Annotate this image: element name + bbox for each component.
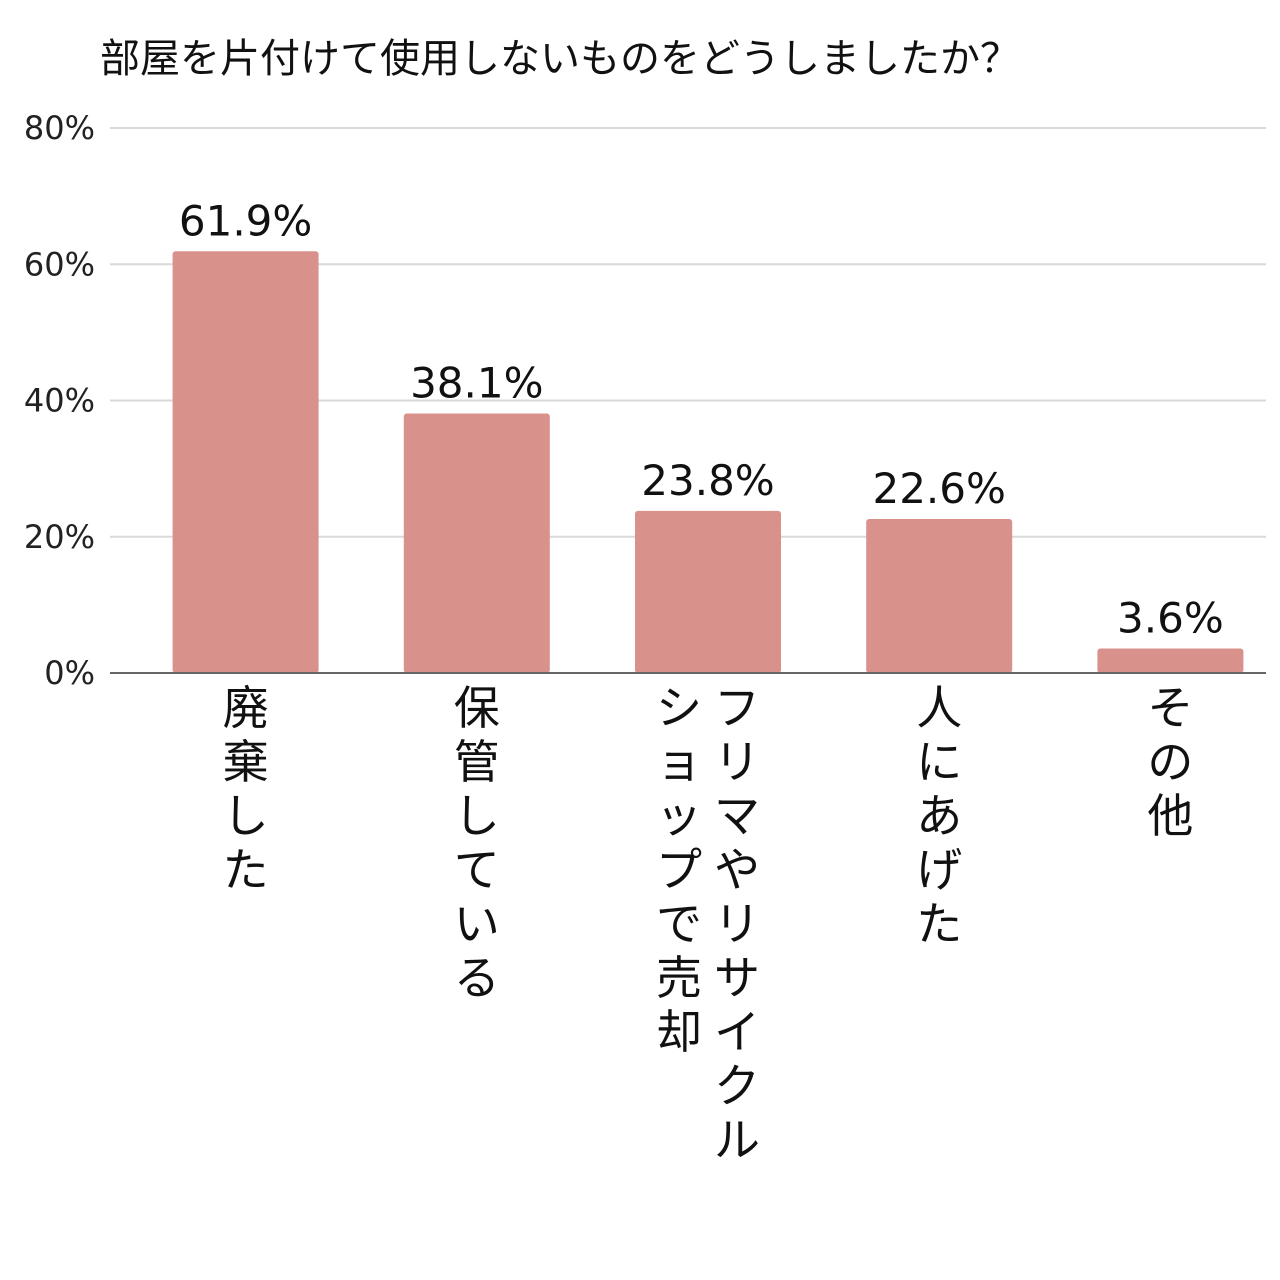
- category-label-char: て: [454, 843, 500, 897]
- y-tick-label: 40%: [24, 382, 95, 420]
- data-label: 38.1%: [410, 358, 543, 407]
- category-label-char: 廃: [223, 681, 269, 735]
- category-label-char: 他: [1147, 789, 1193, 843]
- category-label-char: プ: [656, 843, 702, 897]
- bar: [635, 510, 781, 673]
- y-axis-ticks: 0% 20% 40% 60% 80%: [24, 109, 95, 692]
- category-label-char: で: [656, 897, 702, 951]
- category-label-char: し: [454, 789, 500, 843]
- data-labels: 61.9% 38.1% 23.8% 22.6% 3.6%: [179, 196, 1224, 642]
- category-label-char: の: [1147, 735, 1193, 789]
- category-label-char: ョ: [656, 735, 702, 789]
- category-label-char: そ: [1147, 681, 1193, 735]
- category-label-char: マ: [714, 789, 760, 843]
- category-label-char: ク: [714, 1059, 760, 1113]
- category-label-char: 却: [656, 1005, 702, 1059]
- category-label-char: 保: [454, 681, 500, 735]
- category-label-char: 管: [454, 735, 500, 789]
- category-label-char: 売: [656, 951, 702, 1005]
- category-label-char: 棄: [223, 735, 269, 789]
- category-label-char: サ: [714, 951, 760, 1005]
- category-label-char: あ: [916, 789, 962, 843]
- bar: [866, 519, 1013, 673]
- category-label-char: シ: [656, 681, 702, 735]
- category-label-char: に: [916, 735, 962, 789]
- category-label-char: イ: [714, 1005, 760, 1059]
- bar: [403, 413, 550, 673]
- y-tick-label: 80%: [24, 109, 95, 147]
- category-label-char: い: [454, 897, 500, 951]
- category-label-char: や: [714, 843, 760, 897]
- data-label: 3.6%: [1117, 593, 1224, 642]
- category-label-char: ル: [714, 1113, 760, 1167]
- bars: [172, 251, 1244, 673]
- category-label-char: げ: [916, 843, 962, 897]
- data-label: 23.8%: [641, 456, 774, 505]
- data-label: 22.6%: [872, 464, 1005, 513]
- category-label-char: た: [916, 897, 962, 951]
- category-label-char: ッ: [656, 789, 702, 843]
- category-label-char: リ: [714, 897, 760, 951]
- bar: [172, 251, 319, 673]
- category-label-char: た: [223, 843, 269, 897]
- data-label: 61.9%: [179, 196, 312, 245]
- bar: [1097, 648, 1244, 673]
- category-label-char: フ: [714, 681, 760, 735]
- category-label-char: 人: [916, 681, 962, 735]
- chart-title: 部屋を片付けて使用しないものをどうしましたか？: [100, 36, 1020, 82]
- y-tick-label: 20%: [24, 518, 95, 556]
- y-tick-label: 0%: [44, 654, 95, 692]
- y-tick-label: 60%: [24, 245, 95, 283]
- category-label-char: し: [223, 789, 269, 843]
- category-label-char: リ: [714, 735, 760, 789]
- category-label-char: る: [454, 951, 500, 1005]
